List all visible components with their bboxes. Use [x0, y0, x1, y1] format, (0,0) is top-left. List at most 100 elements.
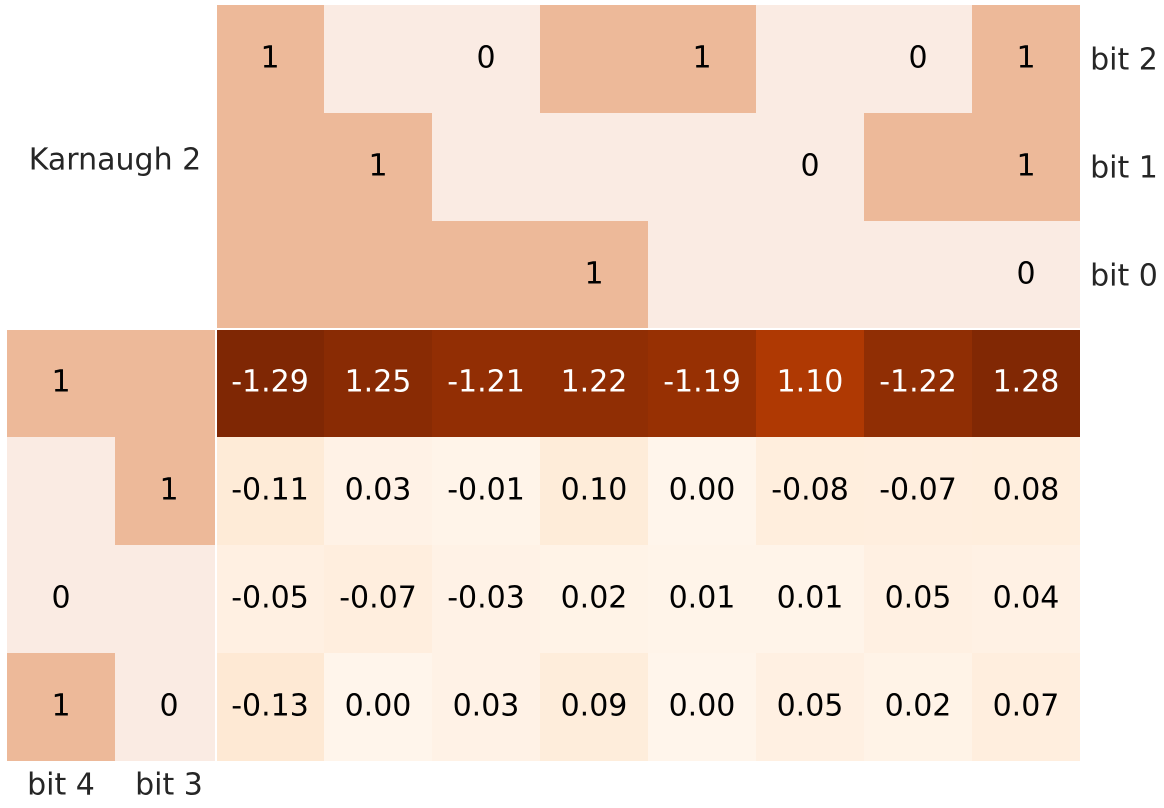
- heatmap-value-label: 0.02: [885, 689, 952, 724]
- left-header-cell: [115, 329, 224, 437]
- top-header-cell: [756, 221, 864, 329]
- chart-title: Karnaugh 2: [29, 143, 201, 178]
- heatmap-cell: [864, 653, 972, 761]
- top-header-bit-label: 0: [476, 41, 495, 76]
- left-header-cell: [7, 653, 115, 761]
- left-header-cell: [7, 437, 115, 545]
- top-header-grid: 1 0 1 0 1 bit 2 1 0 1 bit 1 1 0 bit 0: [216, 5, 1158, 329]
- heatmap-value-label: -1.22: [879, 365, 957, 400]
- heatmap-cell: [648, 545, 756, 653]
- top-header-cell: [324, 113, 432, 221]
- heatmap-cell: [216, 437, 324, 545]
- top-header-bit-label: 0: [1016, 257, 1035, 292]
- heatmap-value-label: 0.00: [669, 689, 736, 724]
- heatmap-value-label: 0.03: [453, 689, 520, 724]
- heatmap-cell: [432, 437, 540, 545]
- heatmap-value-label: 0.05: [777, 689, 844, 724]
- top-header-bit-label: 1: [584, 257, 603, 292]
- top-header-cell: [972, 221, 1080, 329]
- top-header-cell: [216, 221, 324, 329]
- heatmap-cell: [864, 545, 972, 653]
- heatmap-cell: [324, 545, 432, 653]
- left-header-bit-label: 1: [159, 473, 178, 508]
- top-header-bit-label: 1: [368, 149, 387, 184]
- left-header-bit-label: 0: [159, 689, 178, 724]
- heatmap-cell: [756, 329, 864, 437]
- top-header-cell: [648, 5, 756, 113]
- heatmap-value-label: 0.07: [993, 689, 1060, 724]
- heatmap-value-label: 1.10: [777, 365, 844, 400]
- heatmap-cell: [756, 653, 864, 761]
- top-header-cell: [972, 5, 1080, 113]
- heatmap-cell: [972, 437, 1080, 545]
- heatmap-cell: [432, 545, 540, 653]
- top-header-cell: [756, 113, 864, 221]
- top-header-cell: [540, 5, 648, 113]
- heatmap-value-label: 0.00: [669, 473, 736, 508]
- heatmap-cell: [324, 653, 432, 761]
- heatmap-cell: [432, 329, 540, 437]
- heatmap-value-label: 1.28: [993, 365, 1060, 400]
- heatmap-cell: [972, 329, 1080, 437]
- heatmap-value-label: -0.05: [231, 581, 309, 616]
- top-header-cell: [216, 5, 324, 113]
- left-header-cell: [7, 545, 115, 653]
- left-header-cell: [7, 329, 115, 437]
- heatmap-value-label: -1.19: [663, 365, 741, 400]
- chart-labels: Karnaugh 2: [29, 143, 201, 178]
- heatmap-value-label: 0.04: [993, 581, 1060, 616]
- top-header-cell: [864, 5, 972, 113]
- heatmap-cell: [540, 653, 648, 761]
- top-header-cell: [972, 113, 1080, 221]
- heatmap-cell: [216, 653, 324, 761]
- top-header-cell: [324, 221, 432, 329]
- left-header-cell: [115, 653, 224, 761]
- left-header-cell: [115, 437, 224, 545]
- heatmap-cell: [540, 545, 648, 653]
- left-header-bit-label: 0: [51, 581, 70, 616]
- top-header-cell: [540, 113, 648, 221]
- heatmap-value-label: 0.01: [669, 581, 736, 616]
- heatmap-value-label: 0.08: [993, 473, 1060, 508]
- heatmap-value-label: -0.01: [447, 473, 525, 508]
- heatmap-value-label: 1.22: [561, 365, 628, 400]
- heatmap-body: -1.29 1.25 -1.21 1.22 -1.19 1.10 -1.22 1.28 -0.1…: [216, 329, 1080, 761]
- top-header-cell: [432, 5, 540, 113]
- left-header-bit-label: 1: [51, 689, 70, 724]
- heatmap-value-label: 0.02: [561, 581, 628, 616]
- top-header-cell: [648, 221, 756, 329]
- top-header-cell: [756, 5, 864, 113]
- left-header-bit-label: 1: [51, 365, 70, 400]
- heatmap-value-label: -0.07: [339, 581, 417, 616]
- heatmap-cell: [864, 329, 972, 437]
- heatmap-value-label: -0.08: [771, 473, 849, 508]
- top-header-cell: [324, 5, 432, 113]
- heatmap-value-label: 0.09: [561, 689, 628, 724]
- heatmap-cell: [864, 437, 972, 545]
- heatmap-value-label: 0.10: [561, 473, 628, 508]
- heatmap-value-label: -0.03: [447, 581, 525, 616]
- heatmap-value-label: 0.01: [777, 581, 844, 616]
- heatmap-cell: [540, 329, 648, 437]
- top-header-bit-label: 1: [260, 41, 279, 76]
- heatmap-cell: [648, 653, 756, 761]
- heatmap-cell: [324, 437, 432, 545]
- heatmap-value-label: -0.11: [231, 473, 309, 508]
- top-header-row-label: bit 2: [1090, 43, 1158, 78]
- heatmap-cell: [432, 653, 540, 761]
- heatmap-cell: [540, 437, 648, 545]
- heatmap-value-label: -0.07: [879, 473, 957, 508]
- heatmap-value-label: 0.00: [345, 689, 412, 724]
- top-header-bit-label: 0: [800, 149, 819, 184]
- top-header-row-label: bit 1: [1090, 151, 1158, 186]
- grid-separators: [7, 5, 1080, 761]
- heatmap-value-label: 0.03: [345, 473, 412, 508]
- top-header-bit-label: 1: [1016, 149, 1035, 184]
- heatmap-cell: [756, 545, 864, 653]
- heatmap-value-label: -1.29: [231, 365, 309, 400]
- left-header-column-label: bit 4: [27, 768, 95, 803]
- top-header-cell: [864, 221, 972, 329]
- heatmap-cell: [324, 329, 432, 437]
- top-header-cell: [864, 113, 972, 221]
- top-header-cell: [432, 221, 540, 329]
